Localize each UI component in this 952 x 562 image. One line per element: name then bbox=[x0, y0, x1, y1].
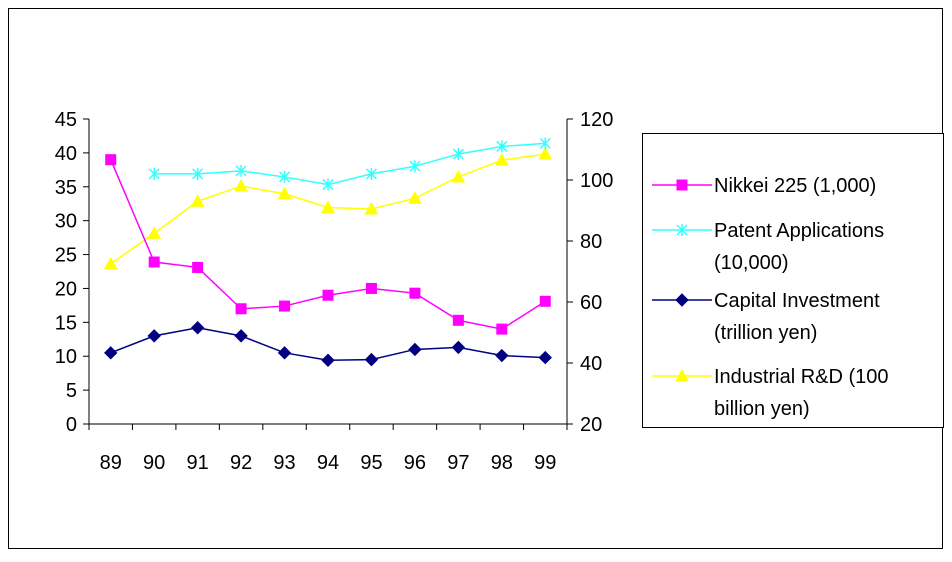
x-tick-label: 89 bbox=[100, 452, 122, 474]
data-point bbox=[279, 300, 291, 312]
legend-swatch-marker bbox=[675, 293, 689, 307]
x-tick-label: 91 bbox=[187, 452, 209, 474]
data-point bbox=[538, 147, 553, 160]
data-point bbox=[539, 295, 551, 307]
legend-swatch-marker bbox=[675, 368, 689, 382]
y-right-tick-label: 100 bbox=[580, 170, 613, 192]
x-tick-label: 90 bbox=[143, 452, 165, 474]
y-left-tick-label: 30 bbox=[55, 211, 77, 233]
x-tick-label: 97 bbox=[447, 452, 469, 474]
legend-label: (10,000) bbox=[714, 252, 789, 274]
data-point bbox=[279, 170, 291, 183]
data-point bbox=[365, 282, 377, 294]
y-left-tick-label: 35 bbox=[55, 177, 77, 199]
data-point bbox=[148, 256, 160, 268]
y-left-tick-label: 15 bbox=[55, 312, 77, 334]
x-tick-label: 92 bbox=[230, 452, 252, 474]
y-left-tick-label: 0 bbox=[66, 414, 77, 436]
legend-swatch-marker bbox=[676, 179, 688, 191]
y-right-tick-label: 40 bbox=[580, 353, 602, 375]
data-point bbox=[451, 340, 466, 355]
data-point bbox=[496, 323, 508, 335]
data-point bbox=[538, 350, 552, 365]
data-point bbox=[451, 169, 466, 183]
data-point bbox=[192, 261, 204, 273]
data-point bbox=[452, 148, 464, 161]
data-point bbox=[147, 226, 162, 239]
x-tick-label: 95 bbox=[360, 452, 382, 474]
series-layer bbox=[103, 137, 553, 367]
data-point bbox=[409, 287, 421, 299]
data-point bbox=[409, 160, 421, 173]
x-tick-label: 96 bbox=[404, 452, 426, 474]
legend-label: Capital Investment bbox=[714, 290, 880, 312]
data-point bbox=[235, 164, 247, 177]
data-point bbox=[234, 329, 248, 343]
legend-swatch-marker bbox=[676, 224, 688, 236]
data-point bbox=[494, 153, 509, 166]
data-point bbox=[103, 256, 118, 270]
data-point bbox=[277, 186, 292, 200]
data-point bbox=[147, 329, 161, 343]
data-point bbox=[452, 314, 464, 326]
data-point bbox=[322, 178, 334, 191]
legend-label: Nikkei 225 (1,000) bbox=[714, 175, 876, 197]
data-point bbox=[408, 342, 422, 357]
data-point bbox=[496, 140, 508, 153]
legend: Nikkei 225 (1,000) Patent Applications (10… bbox=[642, 133, 944, 428]
y-left-tick-label: 10 bbox=[55, 346, 77, 368]
data-point bbox=[364, 201, 379, 215]
data-point bbox=[234, 179, 248, 192]
data-point bbox=[148, 167, 160, 180]
x-tick-label: 94 bbox=[317, 452, 339, 474]
y-left-tick-label: 20 bbox=[55, 278, 77, 300]
y-left-tick-label: 45 bbox=[55, 109, 77, 131]
y-left-tick-label: 5 bbox=[66, 380, 77, 402]
legend-label: (trillion yen) bbox=[714, 322, 817, 344]
data-point bbox=[322, 289, 334, 301]
legend-label: Industrial R&D (100 bbox=[714, 366, 889, 388]
y-right-tick-label: 20 bbox=[580, 414, 602, 436]
data-point bbox=[408, 191, 422, 204]
legend-box bbox=[642, 133, 944, 428]
y-right-tick-label: 120 bbox=[580, 109, 613, 131]
data-point bbox=[277, 346, 292, 360]
data-point bbox=[365, 167, 377, 180]
x-tick-label: 93 bbox=[273, 452, 295, 474]
series-1 bbox=[148, 137, 551, 191]
data-point bbox=[190, 321, 205, 335]
data-point bbox=[192, 167, 204, 180]
series-3 bbox=[103, 147, 553, 270]
data-point bbox=[190, 194, 205, 207]
data-point bbox=[539, 137, 551, 150]
y-left-tick-label: 25 bbox=[55, 245, 77, 267]
y-right-tick-label: 60 bbox=[580, 292, 602, 314]
legend-label: Patent Applications bbox=[714, 220, 884, 242]
data-point bbox=[235, 303, 247, 315]
y-left-tick-label: 40 bbox=[55, 143, 77, 165]
legend-label: billion yen) bbox=[714, 398, 810, 420]
series-line bbox=[154, 142, 546, 186]
y-right-tick-label: 80 bbox=[580, 231, 602, 253]
x-tick-label: 99 bbox=[534, 452, 556, 474]
data-point bbox=[104, 346, 118, 360]
series-0 bbox=[105, 154, 551, 335]
data-point bbox=[495, 348, 509, 363]
series-2 bbox=[104, 321, 552, 367]
data-point bbox=[364, 352, 379, 367]
data-point bbox=[321, 353, 335, 367]
data-point bbox=[321, 200, 335, 213]
data-point bbox=[105, 154, 117, 166]
axes: 0 5 10 15 20 25 30 35 40 45 20 40 60 80 100 120 89 90 91 92… bbox=[55, 109, 614, 474]
x-tick-label: 98 bbox=[491, 452, 513, 474]
